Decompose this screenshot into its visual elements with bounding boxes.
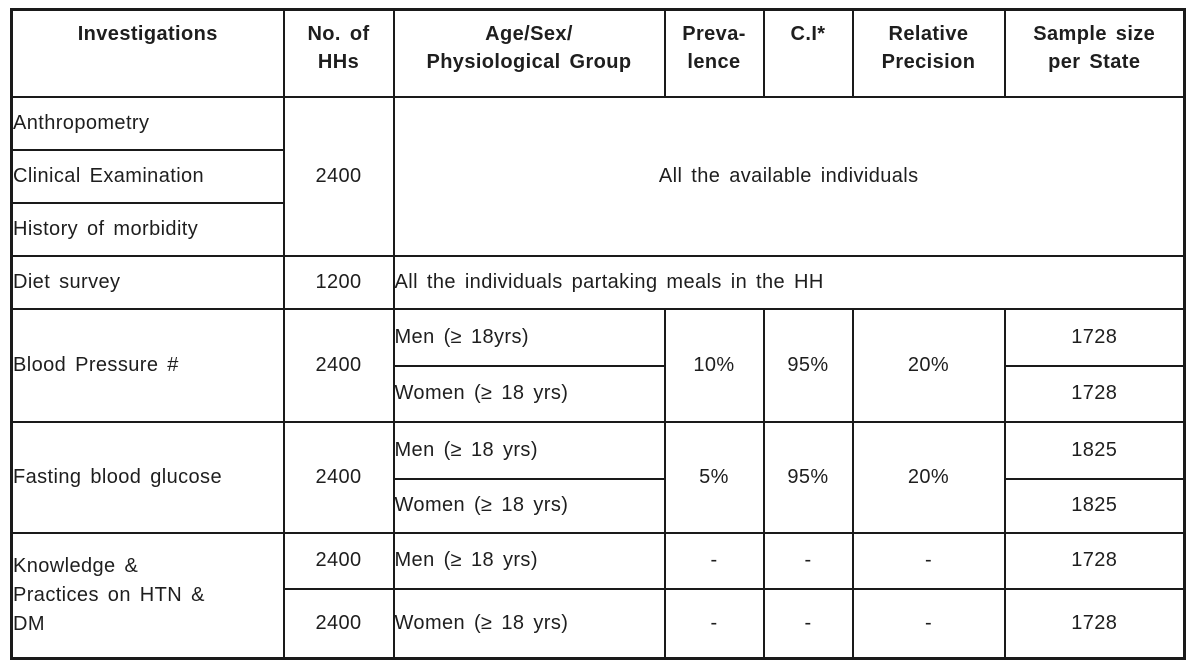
cell-knowledge-men-sample: 1728 xyxy=(1003,531,1186,590)
cell-knowledge-practices: Knowledge & Practices on HTN & DM xyxy=(10,531,285,660)
col-header-investigations: Investigations xyxy=(10,8,285,98)
col-header-ci: C.I* xyxy=(762,8,854,98)
header-row: Investigations No. of HHs Age/Sex/ Physi… xyxy=(10,8,1186,98)
row-knowledge-men: Knowledge & Practices on HTN & DM 2400 M… xyxy=(10,531,1186,660)
cell-fasting-glucose-relative-precision: 20% xyxy=(851,420,1006,534)
cell-knowledge-women-prevalence: - xyxy=(663,587,765,660)
cell-diet-survey-hhs: 1200 xyxy=(282,254,395,310)
cell-blood-pressure-hhs: 2400 xyxy=(282,307,395,423)
cell-blood-pressure-men-sample: 1728 xyxy=(1003,307,1186,367)
cell-fasting-glucose-hhs: 2400 xyxy=(282,420,395,534)
col-header-age-sex-group: Age/Sex/ Physiological Group xyxy=(392,8,666,98)
cell-knowledge-women-relative-precision: - xyxy=(851,587,1006,660)
col-header-no-of-hhs: No. of HHs xyxy=(282,8,395,98)
cell-history-of-morbidity: History of morbidity xyxy=(10,201,285,257)
row-history-of-morbidity: History of morbidity xyxy=(10,201,1185,257)
cell-blood-pressure-prevalence: 10% xyxy=(663,307,765,423)
row-fasting-glucose-men: Fasting blood glucose 2400 Men (≥ 18 yrs… xyxy=(10,420,1186,534)
cell-knowledge-men-hhs: 2400 xyxy=(282,531,395,590)
cell-knowledge-men-ci: - xyxy=(762,531,854,590)
row-anthropometry: Anthropometry 2400 All the available ind… xyxy=(10,95,1186,257)
row-blood-pressure-women: Women (≥ 18 yrs) 1728 xyxy=(12,364,1186,423)
cell-diet-survey-group: All the individuals partaking meals in t… xyxy=(392,254,1186,310)
cell-clinical-examination: Clinical Examination xyxy=(10,148,285,204)
col-header-relative-precision: Relative Precision xyxy=(851,8,1006,98)
cell-knowledge-women-group: Women (≥ 18 yrs) xyxy=(392,587,666,660)
cell-fasting-glucose-ci: 95% xyxy=(762,420,854,534)
row-blood-pressure-men: Blood Pressure # 2400 Men (≥ 18yrs) 10% … xyxy=(10,307,1186,423)
cell-knowledge-women-ci: - xyxy=(762,587,854,660)
row-fasting-glucose-women: Women (≥ 18 yrs) 1825 xyxy=(12,477,1186,534)
cell-fasting-glucose-prevalence: 5% xyxy=(663,420,765,534)
cell-blood-pressure-women-sample: 1728 xyxy=(1003,364,1186,423)
col-header-prevalence: Preva- lence xyxy=(663,8,765,98)
survey-design-table: Investigations No. of HHs Age/Sex/ Physi… xyxy=(10,8,1186,660)
cell-fasting-glucose-men-group: Men (≥ 18 yrs) xyxy=(392,420,666,480)
cell-anthropometry: Anthropometry xyxy=(10,95,285,151)
cell-knowledge-men-group: Men (≥ 18 yrs) xyxy=(392,531,666,590)
cell-block1-group: All the available individuals xyxy=(392,95,1186,257)
cell-diet-survey: Diet survey xyxy=(10,254,285,310)
cell-block1-hhs: 2400 xyxy=(282,95,395,257)
row-clinical-examination: Clinical Examination xyxy=(10,148,1185,204)
cell-blood-pressure-women-group: Women (≥ 18 yrs) xyxy=(392,364,666,423)
row-knowledge-women: 2400 Women (≥ 18 yrs) - - - 1728 xyxy=(12,587,1186,660)
cell-knowledge-men-relative-precision: - xyxy=(851,531,1006,590)
cell-blood-pressure: Blood Pressure # xyxy=(10,307,285,423)
col-header-sample-size: Sample size per State xyxy=(1003,8,1186,98)
cell-fasting-glucose: Fasting blood glucose xyxy=(10,420,285,534)
cell-fasting-glucose-women-sample: 1825 xyxy=(1003,477,1186,534)
cell-blood-pressure-men-group: Men (≥ 18yrs) xyxy=(392,307,666,367)
cell-blood-pressure-relative-precision: 20% xyxy=(851,307,1006,423)
cell-blood-pressure-ci: 95% xyxy=(762,307,854,423)
cell-fasting-glucose-men-sample: 1825 xyxy=(1003,420,1186,480)
cell-knowledge-women-hhs: 2400 xyxy=(282,587,395,660)
cell-knowledge-men-prevalence: - xyxy=(663,531,765,590)
survey-design-table-container: Investigations No. of HHs Age/Sex/ Physi… xyxy=(10,8,1186,660)
cell-fasting-glucose-women-group: Women (≥ 18 yrs) xyxy=(392,477,666,534)
row-diet-survey: Diet survey 1200 All the individuals par… xyxy=(10,254,1186,310)
cell-knowledge-women-sample: 1728 xyxy=(1003,587,1186,660)
